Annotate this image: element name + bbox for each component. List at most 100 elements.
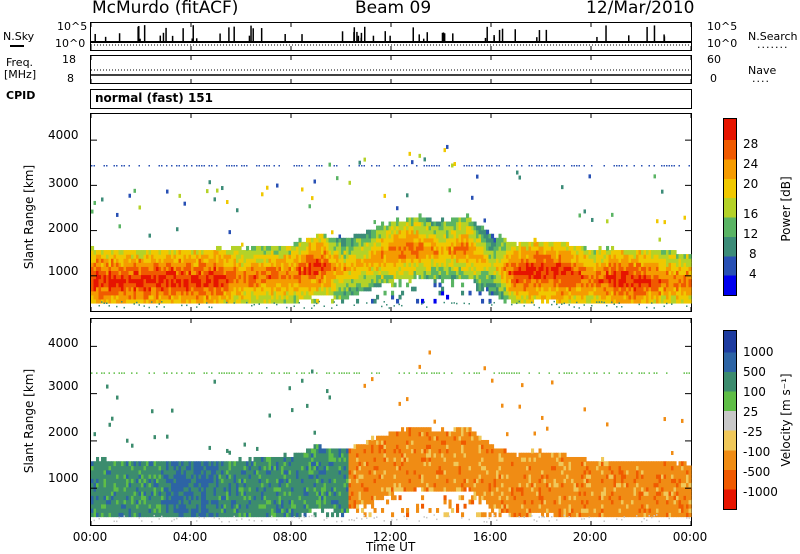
heatmap-cell bbox=[166, 491, 170, 496]
heatmap-cell bbox=[93, 503, 97, 509]
heatmap-cell bbox=[396, 245, 400, 251]
heatmap-cell bbox=[273, 512, 277, 518]
heatmap-cell bbox=[411, 270, 415, 276]
heatmap-cell bbox=[283, 245, 287, 251]
heatmap-cell bbox=[148, 286, 152, 292]
heatmap-cell bbox=[533, 254, 537, 259]
heatmap-cell bbox=[316, 270, 320, 276]
heatmap-cell bbox=[428, 250, 432, 255]
heatmap-cell bbox=[203, 491, 207, 496]
heatmap-cell bbox=[253, 478, 257, 484]
heatmap-cell bbox=[666, 262, 670, 267]
heatmap-cell bbox=[401, 258, 405, 263]
heatmap-cell bbox=[211, 461, 215, 467]
heatmap-cell bbox=[103, 486, 107, 492]
heatmap-cell bbox=[323, 290, 327, 296]
heatmap-cell bbox=[253, 469, 257, 475]
heatmap-cell bbox=[596, 262, 600, 267]
heatmap-cell bbox=[336, 266, 340, 271]
heatmap-cell bbox=[96, 474, 100, 479]
heatmap-cell bbox=[438, 233, 442, 239]
heatmap-cell bbox=[241, 474, 245, 479]
heatmap-cell bbox=[536, 250, 540, 255]
heatmap-cell bbox=[431, 274, 435, 280]
near-range-dot bbox=[176, 517, 178, 520]
heatmap-cell bbox=[453, 250, 457, 255]
heatmap-cell bbox=[301, 290, 305, 296]
heatmap-cell bbox=[521, 270, 525, 276]
heatmap-cell bbox=[523, 274, 527, 280]
heatmap-cell bbox=[128, 282, 132, 288]
heatmap-cell bbox=[456, 241, 460, 247]
heatmap-cell bbox=[443, 270, 447, 276]
heatmap-cell bbox=[146, 508, 150, 513]
range-echo-dot bbox=[238, 372, 240, 374]
heatmap-cell bbox=[236, 266, 240, 271]
heatmap-cell bbox=[108, 250, 112, 255]
heatmap-cell bbox=[281, 495, 285, 501]
heatmap-cell bbox=[283, 482, 287, 488]
heatmap-cell bbox=[168, 282, 172, 288]
heatmap-cell bbox=[178, 503, 182, 509]
heatmap-cell bbox=[541, 286, 545, 292]
heatmap-cell bbox=[251, 478, 255, 484]
heatmap-cell bbox=[471, 254, 475, 259]
heatmap-cell bbox=[311, 290, 315, 296]
heatmap-cell bbox=[548, 250, 552, 255]
heatmap-cell bbox=[496, 250, 500, 255]
heatmap-cell bbox=[136, 499, 140, 505]
heatmap-cell bbox=[193, 508, 197, 513]
heatmap-cell bbox=[206, 503, 210, 509]
scatter-echo bbox=[131, 443, 134, 448]
heatmap-cell bbox=[546, 282, 550, 288]
heatmap-cell bbox=[181, 274, 185, 280]
heatmap-cell bbox=[543, 258, 547, 263]
heatmap-cell bbox=[101, 262, 105, 267]
heatmap-cell bbox=[186, 258, 190, 263]
heatmap-cell bbox=[341, 245, 345, 251]
heatmap-cell bbox=[191, 278, 195, 284]
heatmap-cell bbox=[546, 266, 550, 271]
heatmap-cell bbox=[543, 286, 547, 292]
heatmap-cell bbox=[491, 262, 495, 267]
heatmap-cell bbox=[636, 262, 640, 267]
heatmap-cell bbox=[128, 270, 132, 276]
heatmap-cell bbox=[298, 274, 302, 280]
heatmap-cell bbox=[251, 298, 255, 304]
heatmap-cell bbox=[188, 482, 192, 488]
heatmap-cell bbox=[116, 465, 120, 471]
heatmap-cell bbox=[641, 298, 645, 304]
heatmap-cell bbox=[123, 278, 127, 284]
heatmap-cell bbox=[266, 254, 270, 259]
heatmap-cell bbox=[243, 298, 247, 304]
heatmap-cell bbox=[276, 270, 280, 276]
heatmap-cell bbox=[353, 233, 357, 239]
heatmap-cell bbox=[291, 262, 295, 267]
heatmap-cell bbox=[121, 290, 125, 296]
heatmap-cell bbox=[206, 512, 210, 518]
heatmap-cell bbox=[486, 266, 490, 271]
heatmap-cell bbox=[398, 241, 402, 247]
heatmap-cell bbox=[401, 245, 405, 251]
heatmap-cell bbox=[511, 290, 515, 296]
heatmap-cell bbox=[356, 298, 360, 304]
heatmap-cell bbox=[476, 245, 480, 251]
heatmap-cell bbox=[286, 465, 290, 471]
heatmap-cell bbox=[613, 250, 617, 255]
heatmap-cell bbox=[531, 290, 535, 296]
heatmap-cell bbox=[91, 274, 95, 280]
heatmap-cell bbox=[166, 282, 170, 288]
heatmap-cell bbox=[123, 491, 127, 496]
heatmap-cell bbox=[323, 241, 327, 247]
heatmap-cell bbox=[461, 274, 465, 280]
heatmap-cell bbox=[636, 254, 640, 259]
heatmap-cell bbox=[298, 282, 302, 288]
heatmap-cell bbox=[263, 512, 267, 518]
heatmap-cell bbox=[126, 254, 130, 259]
heatmap-cell bbox=[96, 266, 100, 271]
near-range-dot bbox=[646, 306, 648, 309]
heatmap-cell bbox=[238, 282, 242, 288]
heatmap-cell bbox=[186, 512, 190, 518]
heatmap-cell bbox=[141, 474, 145, 479]
heatmap-cell bbox=[141, 266, 145, 271]
